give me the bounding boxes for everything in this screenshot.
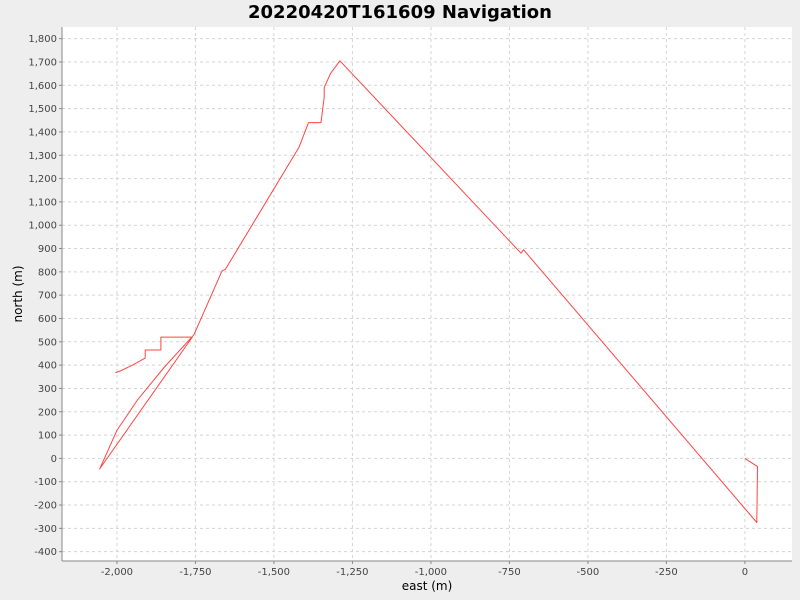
y-tick-label: 200: [38, 407, 57, 418]
y-tick-label: 1,700: [28, 57, 57, 68]
y-tick-label: 1,200: [28, 174, 57, 185]
y-tick-label: -300: [34, 524, 57, 535]
y-tick-label: -400: [34, 547, 57, 558]
y-tick-label: 700: [38, 291, 57, 302]
x-tick-label: -1,250: [336, 567, 368, 578]
y-tick-label: 500: [38, 337, 57, 348]
y-tick-label: 1,000: [28, 221, 57, 232]
x-tick-label: -1,750: [179, 567, 211, 578]
y-tick-label: -200: [34, 501, 57, 512]
x-tick-label: -2,000: [101, 567, 133, 578]
y-tick-label: -100: [34, 477, 57, 488]
y-tick-label: 1,100: [28, 197, 57, 208]
y-tick-label: 1,400: [28, 127, 57, 138]
x-tick-label: -750: [498, 567, 521, 578]
y-tick-label: 600: [38, 314, 57, 325]
y-tick-label: 0: [51, 454, 57, 465]
y-tick-label: 300: [38, 384, 57, 395]
y-tick-label: 1,500: [28, 104, 57, 115]
y-tick-label: 100: [38, 431, 57, 442]
y-tick-label: 1,300: [28, 151, 57, 162]
y-tick-label: 800: [38, 267, 57, 278]
plot-area: [62, 27, 792, 561]
y-tick-label: 1,600: [28, 81, 57, 92]
y-axis-label: north (m): [11, 265, 25, 322]
x-tick-label: -1,000: [415, 567, 447, 578]
y-tick-label: 400: [38, 361, 57, 372]
series-line: [99, 60, 758, 523]
y-tick-label: 900: [38, 244, 57, 255]
x-axis-label: east (m): [402, 579, 453, 593]
x-tick-label: 0: [742, 567, 748, 578]
x-tick-label: -250: [655, 567, 678, 578]
y-tick-label: 1,800: [28, 34, 57, 45]
x-tick-label: -1,500: [258, 567, 290, 578]
chart-title: 20220420T161609 Navigation: [248, 2, 552, 23]
x-tick-label: -500: [577, 567, 600, 578]
